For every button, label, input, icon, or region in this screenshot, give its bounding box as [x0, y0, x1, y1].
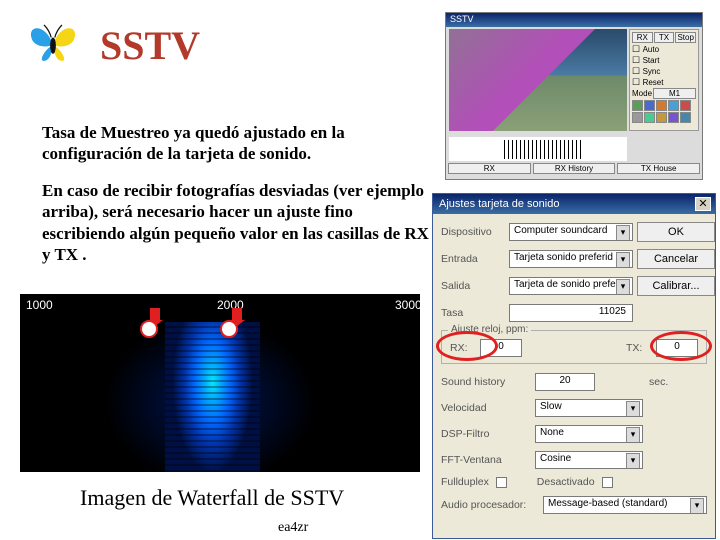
combo-dispositivo[interactable]: Computer soundcard [509, 223, 633, 241]
label-rx: RX: [450, 342, 474, 354]
chk-sync[interactable]: Sync [632, 66, 696, 76]
combo-entrada[interactable]: Tarjeta sonido preferid [509, 250, 633, 268]
sstv-received-image [449, 29, 627, 131]
wf-cursor-left[interactable] [150, 308, 160, 320]
tool-icon[interactable] [656, 112, 667, 123]
close-icon[interactable]: ✕ [695, 197, 711, 211]
sstv-control-panel: RX TX Stop Auto Start Sync Reset Mode M1 [629, 29, 699, 131]
tool-icon[interactable] [644, 100, 655, 111]
chk-auto[interactable]: Auto [632, 44, 696, 54]
group-title-ajuste: Ajuste reloj, ppm: [448, 324, 531, 335]
app-titlebar[interactable]: SSTV [446, 13, 702, 27]
label-sec: sec. [649, 376, 707, 388]
tool-icon-row [632, 100, 696, 123]
dialog-titlebar[interactable]: Ajustes tarjeta de sonido ✕ [433, 194, 715, 214]
tab-txhouse[interactable]: TX House [617, 163, 700, 174]
chk-fullduplex[interactable]: Fullduplex [441, 476, 507, 488]
paragraph-fine-adjust: En caso de recibir fotografías desviadas… [42, 180, 432, 265]
waterfall-caption: Imagen de Waterfall de SSTV [80, 485, 344, 511]
clock-adjust-group: Ajuste reloj, ppm: RX: 0 TX: 0 [441, 330, 707, 364]
input-tasa[interactable]: 11025 [509, 304, 633, 322]
tab-rx[interactable]: RX [448, 163, 531, 174]
label-tx: TX: [626, 342, 650, 354]
butterfly-logo [26, 18, 80, 66]
chk-reset[interactable]: Reset [632, 77, 696, 87]
footer-callsign: ea4zr [278, 520, 308, 536]
tool-icon[interactable] [680, 100, 691, 111]
label-tasa: Tasa [441, 307, 505, 319]
wf-cursor-right[interactable] [232, 308, 242, 320]
wf-marker-ring-left [140, 320, 158, 338]
tool-icon[interactable] [632, 100, 643, 111]
wf-marker-ring-right [220, 320, 238, 338]
label-dispositivo: Dispositivo [441, 226, 505, 238]
sstv-app-window: SSTV RX TX Stop Auto Start Sync Reset Mo… [445, 12, 703, 180]
combo-fft[interactable]: Cosine [535, 451, 643, 469]
input-rx[interactable]: 0 [480, 339, 522, 357]
paragraph-sample-rate: Tasa de Muestreo ya quedó ajustado en la… [42, 122, 427, 165]
wf-tick-3000: 3000 [395, 298, 420, 312]
tool-icon[interactable] [656, 100, 667, 111]
cancel-button[interactable]: Cancelar [637, 249, 715, 269]
label-fft: FFT-Ventana [441, 454, 529, 466]
input-history[interactable]: 20 [535, 373, 595, 391]
label-history: Sound history [441, 376, 529, 388]
label-salida: Salida [441, 280, 505, 292]
ok-button[interactable]: OK [637, 222, 715, 242]
input-tx[interactable]: 0 [656, 339, 698, 357]
label-entrada: Entrada [441, 253, 505, 265]
app-title: SSTV [450, 14, 474, 24]
calibrate-button[interactable]: Calibrar... [637, 276, 715, 296]
label-velocidad: Velocidad [441, 402, 529, 414]
combo-dsp[interactable]: None [535, 425, 643, 443]
tab-rxhistory[interactable]: RX History [533, 163, 616, 174]
stop-button[interactable]: Stop [675, 32, 696, 43]
rx-button[interactable]: RX [632, 32, 653, 43]
page-title: SSTV [100, 22, 200, 69]
tool-icon[interactable] [632, 112, 643, 123]
wf-tick-1000: 1000 [26, 298, 53, 312]
combo-salida[interactable]: Tarjeta de sonido preferi [509, 277, 633, 295]
spectrum-scope [449, 137, 627, 161]
tx-button[interactable]: TX [654, 32, 675, 43]
mode-select[interactable]: M1 [653, 88, 696, 99]
tool-icon[interactable] [668, 100, 679, 111]
waterfall-image: 1000 2000 3000 [20, 294, 420, 472]
label-dsp: DSP-Filtro [441, 428, 529, 440]
tool-icon[interactable] [668, 112, 679, 123]
dialog-title: Ajustes tarjeta de sonido [439, 198, 559, 210]
label-audioproc: Audio procesador: [441, 499, 537, 511]
chk-start[interactable]: Start [632, 55, 696, 65]
tool-icon[interactable] [644, 112, 655, 123]
combo-audioproc[interactable]: Message-based (standard) [543, 496, 707, 514]
combo-velocidad[interactable]: Slow [535, 399, 643, 417]
chk-desactivado[interactable]: Desactivado [537, 476, 613, 488]
soundcard-settings-dialog: Ajustes tarjeta de sonido ✕ Dispositivo … [432, 193, 716, 539]
waterfall-scale: 1000 2000 3000 [20, 294, 420, 318]
mode-label: Mode [632, 88, 652, 99]
tool-icon[interactable] [680, 112, 691, 123]
